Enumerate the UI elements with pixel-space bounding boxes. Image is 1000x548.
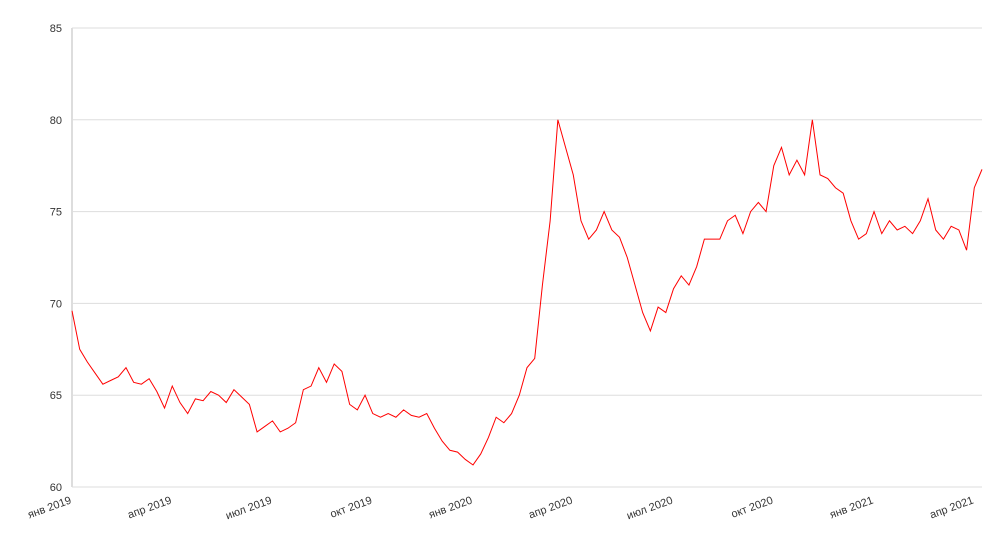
y-tick-label: 80: [50, 115, 62, 127]
x-tick-label: июл 2019: [224, 495, 273, 523]
x-tick-label: янв 2020: [427, 495, 474, 522]
y-tick-label: 60: [50, 482, 62, 494]
y-tick-label: 85: [50, 23, 62, 35]
x-tick-label: окт 2020: [730, 495, 775, 521]
x-tick-label: июл 2020: [625, 495, 674, 523]
x-tick-label: янв 2019: [26, 495, 73, 522]
line-series: [71, 119, 983, 466]
y-tick-label: 70: [50, 298, 62, 310]
x-tick-label: апр 2019: [126, 495, 173, 522]
y-tick-label: 75: [50, 207, 62, 219]
x-tick-label: окт 2019: [329, 495, 374, 521]
x-tick-label: янв 2021: [828, 495, 875, 522]
x-tick-label: апр 2021: [928, 495, 975, 522]
y-tick-label: 65: [50, 390, 62, 402]
x-tick-label: апр 2020: [527, 495, 574, 522]
